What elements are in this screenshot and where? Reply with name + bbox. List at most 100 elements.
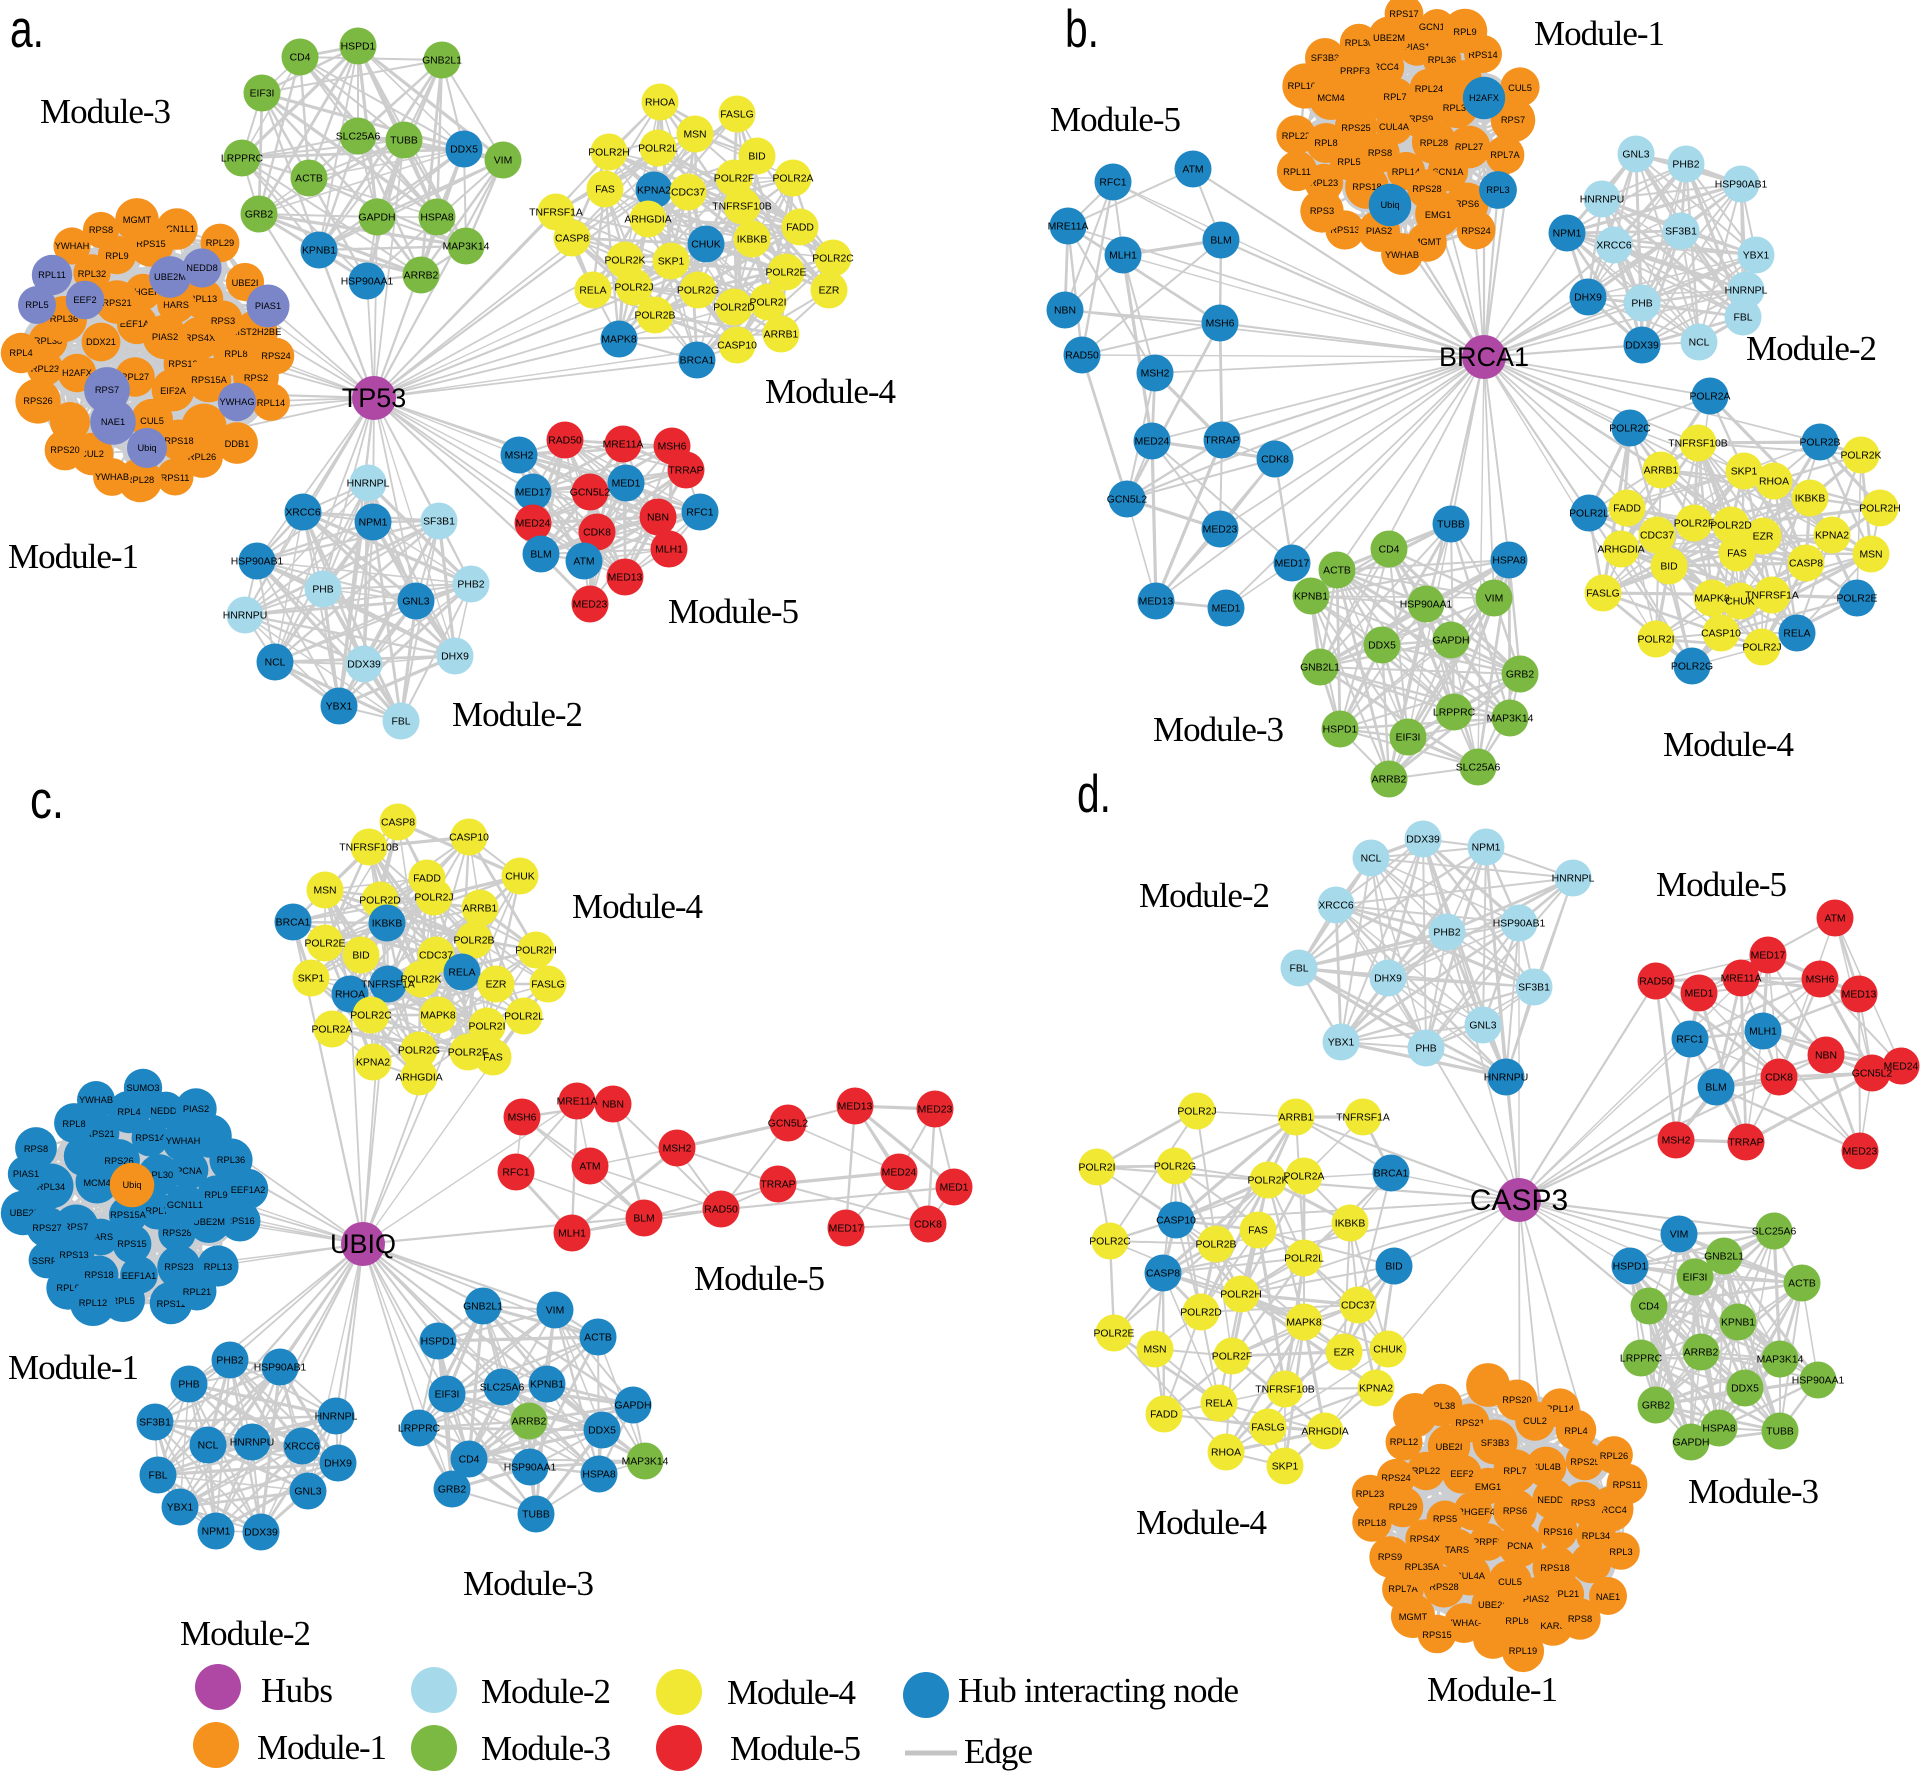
svg-text:YBX1: YBX1 [326,702,353,713]
svg-text:FBL: FBL [1733,313,1752,324]
svg-text:MAP3K14: MAP3K14 [1487,714,1534,725]
svg-text:CDK8: CDK8 [1765,1073,1793,1084]
svg-text:HSP90AB1: HSP90AB1 [1715,180,1768,191]
svg-text:MLH1: MLH1 [1749,1027,1777,1038]
svg-text:RPS25: RPS25 [1341,123,1370,133]
svg-text:GNL3: GNL3 [294,1487,321,1498]
svg-text:TNFRSF1A: TNFRSF1A [361,980,415,991]
svg-text:KPNB1: KPNB1 [302,246,336,257]
svg-text:MED13: MED13 [1139,597,1174,608]
svg-text:RPL6: RPL6 [56,1283,79,1293]
svg-text:KPNA2: KPNA2 [356,1058,390,1069]
svg-text:FADD: FADD [786,223,814,234]
svg-text:KPNB1: KPNB1 [1294,592,1328,603]
svg-text:RPS28: RPS28 [162,1228,191,1238]
svg-text:CD4: CD4 [1379,545,1400,556]
svg-text:CDK8: CDK8 [914,1220,942,1231]
svg-text:POLR2D: POLR2D [1710,521,1752,532]
svg-text:DDX39: DDX39 [347,660,381,671]
svg-text:GCN5L2: GCN5L2 [768,1119,809,1130]
svg-text:NBN: NBN [602,1100,624,1111]
svg-text:DHX9: DHX9 [1374,974,1402,985]
svg-text:RPS3: RPS3 [211,316,235,326]
svg-text:RPS28: RPS28 [1412,184,1441,194]
svg-text:NPM1: NPM1 [1553,229,1582,240]
svg-text:Hub interacting node: Hub interacting node [958,1671,1239,1710]
svg-text:CD4: CD4 [1639,1302,1660,1313]
svg-text:SCN1A: SCN1A [1432,167,1464,177]
svg-text:Module-2: Module-2 [481,1672,611,1711]
svg-text:RPL5: RPL5 [1337,157,1360,167]
svg-text:TRRAP: TRRAP [1728,1138,1763,1149]
svg-text:CUL5: CUL5 [140,416,164,426]
svg-text:RPL5: RPL5 [25,300,48,310]
svg-text:POLR2B: POLR2B [1799,438,1840,449]
svg-text:CASP8: CASP8 [1146,1269,1180,1280]
svg-text:Edge: Edge [964,1732,1033,1771]
svg-text:POLR2E: POLR2E [1093,1329,1134,1340]
svg-text:TNFRSF1A: TNFRSF1A [1745,591,1799,602]
svg-text:CASP8: CASP8 [555,234,589,245]
svg-text:POLR2D: POLR2D [1180,1308,1222,1319]
svg-text:RFC1: RFC1 [502,1168,529,1179]
svg-text:FBL: FBL [148,1471,167,1482]
svg-text:CUL5: CUL5 [1498,1577,1522,1587]
svg-text:NEDD8: NEDD8 [150,1106,182,1116]
svg-text:RPL23: RPL23 [31,364,59,374]
svg-text:MSH2: MSH2 [505,451,534,462]
svg-text:ATM: ATM [579,1162,600,1173]
svg-text:BID: BID [1385,1262,1402,1273]
svg-text:YWHAB: YWHAB [1385,250,1419,260]
svg-text:DHX9: DHX9 [1574,293,1602,304]
svg-text:MGMT: MGMT [1413,237,1442,247]
svg-text:EIF3I: EIF3I [250,89,275,100]
svg-text:MSN: MSN [313,886,336,897]
svg-text:RPL36: RPL36 [1428,55,1456,65]
svg-text:RPS21: RPS21 [85,1129,114,1139]
svg-text:POLR2K: POLR2K [400,975,441,986]
svg-text:ACTB: ACTB [1788,1279,1816,1290]
svg-text:POLR2I: POLR2I [469,1022,506,1033]
svg-text:BLM: BLM [1210,236,1231,247]
svg-text:BRCA1: BRCA1 [1374,1169,1409,1180]
svg-text:YWHAH: YWHAH [55,241,90,251]
svg-text:RPS15A: RPS15A [191,375,227,385]
svg-text:UBIQ: UBIQ [330,1229,396,1259]
svg-text:RPS6: RPS6 [1503,1506,1527,1516]
svg-text:RPL23: RPL23 [1356,1489,1384,1499]
svg-text:EIF3I: EIF3I [435,1390,460,1401]
svg-text:SKP1: SKP1 [298,974,325,985]
svg-text:HSP90AB1: HSP90AB1 [231,557,284,568]
svg-text:EZR: EZR [819,286,840,297]
svg-text:UBE2I: UBE2I [232,278,259,288]
svg-text:POLR2I: POLR2I [1079,1163,1116,1174]
svg-text:RPL5: RPL5 [111,1296,134,1306]
svg-text:MED1: MED1 [940,1183,969,1194]
svg-text:RPS13: RPS13 [168,359,197,369]
svg-text:DDB1: DDB1 [225,439,250,449]
svg-text:LRPPRC: LRPPRC [1433,708,1476,719]
svg-text:GRB2: GRB2 [245,210,274,221]
svg-text:MCM4: MCM4 [83,1178,110,1188]
svg-text:YWHAB: YWHAB [79,1095,113,1105]
svg-text:RPL12: RPL12 [1390,1437,1418,1447]
svg-text:SLC25A6: SLC25A6 [336,132,381,143]
svg-text:CDC37: CDC37 [671,188,705,199]
svg-text:POLR2G: POLR2G [1671,662,1713,673]
svg-text:KPNA2: KPNA2 [1359,1384,1393,1395]
svg-text:GCN5L2: GCN5L2 [570,488,611,499]
svg-text:POLR2F: POLR2F [714,174,754,185]
svg-text:RPL14: RPL14 [257,398,285,408]
svg-text:DDX5: DDX5 [1368,641,1396,652]
svg-text:HNRNPU: HNRNPU [223,611,267,622]
svg-text:RPS11: RPS11 [157,1299,186,1309]
svg-text:RPL7A: RPL7A [1490,150,1520,160]
svg-text:PIAS1: PIAS1 [1404,42,1430,52]
svg-text:TUBB: TUBB [390,136,418,147]
svg-text:RPL8: RPL8 [1505,1616,1528,1626]
svg-text:NPM1: NPM1 [1472,843,1501,854]
svg-text:POLR2H: POLR2H [588,148,630,159]
svg-text:Module-1: Module-1 [257,1728,387,1767]
svg-text:POLR2F: POLR2F [448,1048,488,1059]
svg-text:RPL36: RPL36 [217,1155,245,1165]
